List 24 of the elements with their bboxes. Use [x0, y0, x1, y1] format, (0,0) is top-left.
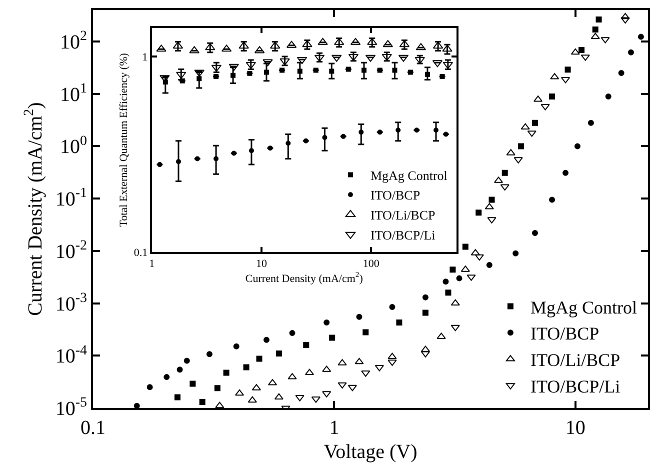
legend-label: MgAg Control	[530, 297, 637, 318]
x-tick-label: 10	[565, 417, 586, 439]
x-tick-label: 0.1	[80, 417, 106, 439]
y-tick-label: 10$^{-1}$	[55, 186, 87, 211]
legend-label: ITO/BCP/Li	[530, 376, 620, 396]
x-axis-title: Current Density (mA/cm$^{2}$)	[245, 270, 364, 285]
y-tick-label: 10$^{-3}$	[55, 290, 87, 316]
y-tick-label: 10$^{-5}$	[55, 396, 87, 420]
legend-label: ITO/BCP/Li	[370, 227, 436, 242]
y-tick-label: 10$^{1}$	[60, 81, 87, 106]
legend-label: ITO/BCP	[530, 324, 600, 344]
x-tick-label: 1	[329, 417, 340, 439]
x-tick-label: 100	[362, 258, 380, 270]
y-tick-label: 10$^{-4}$	[55, 343, 87, 368]
y-tick-label: 10$^{0}$	[60, 134, 87, 158]
legend-label: ITO/BCP	[370, 188, 420, 203]
x-axis-title: Voltage (V)	[324, 441, 418, 463]
y-axis-title: Total External Quantum Efficiency (%)	[118, 52, 130, 227]
legend-label: ITO/Li/BCP	[530, 350, 620, 370]
legend-label: ITO/Li/BCP	[370, 208, 436, 223]
legend-label: MgAg Control	[370, 168, 448, 183]
y-tick-label: 10$^{-2}$	[55, 238, 87, 263]
y-tick-label: 10$^{2}$	[60, 29, 87, 54]
x-tick-label: 10	[256, 258, 268, 270]
